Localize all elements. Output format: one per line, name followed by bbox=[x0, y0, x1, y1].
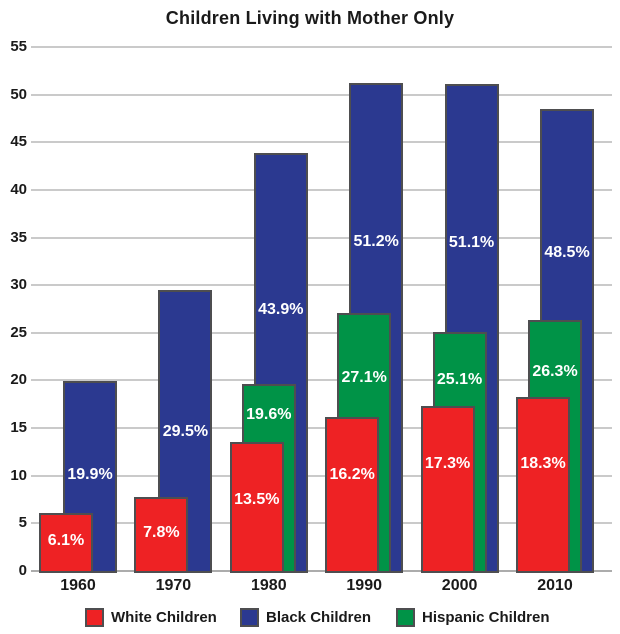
x-axis-baseline bbox=[31, 570, 612, 572]
y-axis-tick-label: 50 bbox=[10, 85, 27, 103]
gridline bbox=[31, 141, 612, 144]
gridline bbox=[31, 427, 612, 430]
bar-value-label-black_children-2010: 48.5% bbox=[544, 243, 590, 261]
bar-white_children-1990 bbox=[325, 416, 380, 573]
bar-value-label-white_children-1990: 16.2% bbox=[329, 465, 375, 483]
bar-black_children-1980 bbox=[253, 152, 308, 573]
bar-value-label-white_children-2000: 17.3% bbox=[424, 455, 471, 473]
y-axis-tick-label: 45 bbox=[10, 133, 27, 151]
chart-title: Children Living with Mother Only bbox=[165, 8, 455, 28]
gridline bbox=[31, 331, 612, 334]
gridline bbox=[31, 93, 612, 96]
bar-value-label-black_children-1960: 19.9% bbox=[67, 465, 113, 483]
gridline bbox=[31, 379, 612, 382]
legend-swatch-black_children bbox=[240, 608, 259, 627]
gridline bbox=[31, 188, 612, 191]
bar-white_children-1970 bbox=[134, 496, 189, 573]
x-axis-tick-label-2000: 2000 bbox=[441, 577, 478, 594]
bar-value-label-hispanic_children-2010: 26.3% bbox=[532, 362, 578, 380]
y-axis-tick-label: 20 bbox=[10, 371, 27, 389]
bar-value-label-white_children-1980: 13.5% bbox=[234, 491, 280, 509]
x-axis-tick-label-1970: 1970 bbox=[155, 577, 192, 594]
x-axis-tick-label-2010: 2010 bbox=[537, 577, 573, 594]
bar-value-label-black_children-1980: 43.9% bbox=[258, 300, 304, 318]
y-axis-tick-label: 30 bbox=[10, 276, 27, 294]
y-axis-tick-label: 5 bbox=[18, 514, 27, 532]
bar-value-label-white_children-1960: 6.1% bbox=[47, 531, 85, 549]
y-axis-tick-label: 10 bbox=[10, 466, 27, 484]
legend-item-black_children: Black Children bbox=[240, 607, 371, 628]
legend-label-hispanic_children: Hispanic Children bbox=[422, 609, 550, 626]
bar-white_children-2010 bbox=[516, 396, 570, 573]
x-axis-tick-label-1980: 1980 bbox=[251, 577, 287, 594]
gridline bbox=[31, 522, 612, 525]
legend-label-black_children: Black Children bbox=[266, 609, 372, 626]
y-axis-tick-label: 40 bbox=[10, 180, 27, 198]
y-axis-tick-label: 35 bbox=[10, 228, 27, 246]
bar-value-label-black_children-2000: 51.1% bbox=[448, 234, 495, 252]
x-axis-tick-label-1960: 1960 bbox=[60, 577, 96, 594]
bar-white_children-1980 bbox=[229, 442, 284, 573]
bar-white_children-1960 bbox=[39, 512, 93, 573]
bar-value-label-black_children-1970: 29.5% bbox=[162, 422, 209, 440]
y-axis-tick-label: 15 bbox=[10, 419, 27, 437]
legend-item-white_children: White Children bbox=[85, 607, 217, 628]
legend-item-hispanic_children: Hispanic Children bbox=[396, 607, 550, 628]
bar-value-label-white_children-2010: 18.3% bbox=[520, 455, 566, 473]
bar-value-label-black_children-1990: 51.2% bbox=[353, 233, 399, 251]
bar-value-label-hispanic_children-1990: 27.1% bbox=[341, 368, 387, 386]
legend-swatch-hispanic_children bbox=[396, 608, 415, 627]
y-axis-tick-label: 0 bbox=[18, 562, 27, 579]
bar-white_children-2000 bbox=[420, 406, 475, 573]
gridline bbox=[31, 236, 612, 239]
x-axis-tick-label-1990: 1990 bbox=[346, 577, 382, 594]
legend-label-white_children: White Children bbox=[111, 609, 217, 626]
bar-value-label-hispanic_children-2000: 25.1% bbox=[436, 371, 483, 389]
gridline bbox=[31, 474, 612, 477]
gridline bbox=[31, 46, 612, 48]
legend-swatch-white_children bbox=[85, 608, 104, 627]
gridline bbox=[31, 284, 612, 287]
bar-value-label-white_children-1970: 7.8% bbox=[143, 523, 180, 541]
y-axis-tick-label: 25 bbox=[10, 323, 27, 341]
y-axis-tick-label: 55 bbox=[10, 38, 27, 55]
bar-value-label-hispanic_children-1980: 19.6% bbox=[246, 405, 292, 423]
